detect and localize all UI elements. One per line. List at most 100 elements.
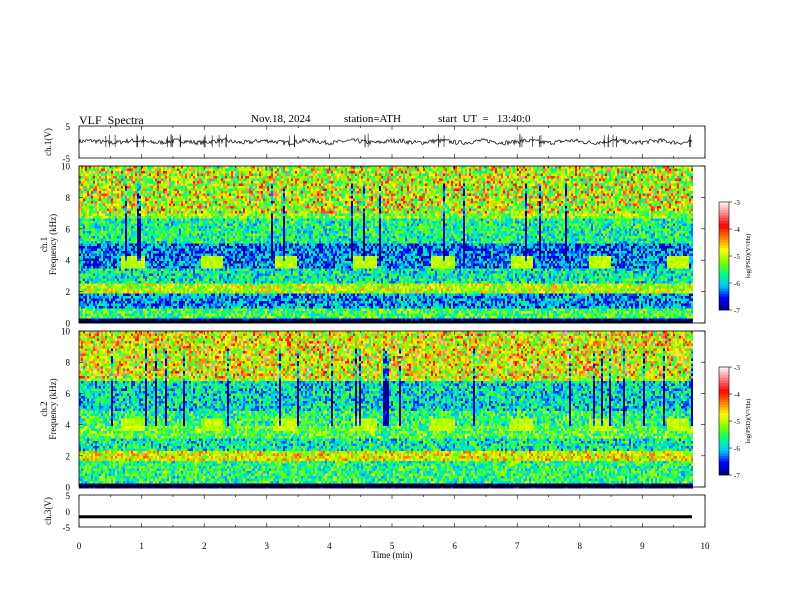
- spectrogram-cell: [131, 229, 133, 232]
- spectrogram-cell: [101, 251, 103, 254]
- spectrogram-cell: [117, 191, 119, 194]
- spectrogram-cell: [171, 256, 173, 259]
- spectrogram-cell: [153, 219, 155, 222]
- spectrogram-cell: [233, 254, 235, 257]
- spectrogram-cell: [179, 204, 181, 207]
- spectrogram-cell: [201, 299, 203, 302]
- spectrogram-cell: [175, 244, 177, 247]
- spectrogram-cell: [133, 309, 135, 312]
- spectrogram-cell: [115, 301, 117, 304]
- spectrogram-cell: [147, 311, 149, 314]
- spectrogram-cell: [131, 314, 133, 317]
- spectrogram-cell: [165, 279, 167, 282]
- spectrogram-cell: [171, 319, 173, 322]
- spectrogram-cell: [145, 286, 147, 289]
- spectrogram-cell: [199, 244, 201, 247]
- spectrogram-cell: [207, 286, 209, 289]
- spectrogram-cell: [121, 196, 123, 199]
- spectrogram-cell: [95, 201, 97, 204]
- spectrogram-cell: [231, 284, 233, 287]
- spectrogram-cell: [115, 174, 117, 177]
- spectrogram-cell: [161, 234, 163, 237]
- spectrogram-cell: [163, 186, 165, 189]
- spectrogram-cell: [193, 319, 195, 322]
- spectrogram-cell: [225, 174, 227, 177]
- spectrogram-cell: [211, 219, 213, 222]
- spectrogram-cell: [157, 204, 159, 207]
- spectrogram-cell: [127, 296, 129, 299]
- spectrogram-cell: [81, 224, 83, 227]
- spectrogram-cell: [191, 181, 193, 184]
- spectrogram-cell: [105, 274, 107, 277]
- spectrogram-cell: [171, 294, 173, 297]
- spectrogram-cell: [95, 294, 97, 297]
- spectrogram-cell: [121, 251, 123, 254]
- spectrogram-cell: [111, 206, 113, 209]
- spectrogram-cell: [101, 239, 103, 242]
- spectrogram-cell: [193, 246, 195, 249]
- spectrogram-cell: [157, 206, 159, 209]
- spectrogram-cell: [103, 216, 105, 219]
- spectrogram-cell: [161, 224, 163, 227]
- spectrogram-cell: [129, 264, 131, 267]
- spectrogram-cell: [155, 279, 157, 282]
- spectrogram-cell: [153, 311, 155, 314]
- spectrogram-cell: [145, 276, 147, 279]
- spectrogram-cell: [191, 196, 193, 199]
- spectrogram-cell: [223, 279, 225, 282]
- spectrogram-cell: [213, 171, 215, 174]
- spectrogram-cell: [89, 214, 91, 217]
- spectrogram-cell: [231, 181, 233, 184]
- spectrogram-cell: [93, 224, 95, 227]
- spectrogram-cell: [211, 291, 213, 294]
- spectrogram-cell: [215, 306, 217, 309]
- spectrogram-cell: [233, 264, 235, 267]
- spectrogram-cell: [221, 181, 223, 184]
- spectrogram-cell: [171, 299, 173, 302]
- spectrogram-cell: [191, 176, 193, 179]
- spectrogram-cell: [203, 234, 205, 237]
- spectrogram-cell: [217, 206, 219, 209]
- spectrogram-cell: [175, 259, 177, 262]
- spectrogram-cell: [125, 311, 127, 314]
- spectrogram-cell: [173, 291, 175, 294]
- spectrogram-cell: [131, 194, 133, 197]
- spectrogram-cell: [207, 304, 209, 307]
- spectrogram-cell: [141, 206, 143, 209]
- spectrogram-cell: [97, 314, 99, 317]
- spectrogram-cell: [105, 239, 107, 242]
- spectrogram-cell: [215, 224, 217, 227]
- spectrogram-cell: [171, 309, 173, 312]
- spectrogram-cell: [189, 316, 191, 319]
- spectrogram-cell: [229, 186, 231, 189]
- spectrogram-cell: [151, 311, 153, 314]
- spectrogram-cell: [189, 249, 191, 252]
- spectrogram-cell: [219, 234, 221, 237]
- spectrogram-cell: [185, 279, 187, 282]
- spectrogram-cell: [113, 269, 115, 272]
- spectrogram-cell: [223, 259, 225, 262]
- spectrogram-cell: [115, 304, 117, 307]
- spectrogram-cell: [173, 176, 175, 179]
- spectrogram-cell: [199, 216, 201, 219]
- spectrogram-cell: [123, 274, 125, 277]
- spectrogram-cell: [217, 304, 219, 307]
- spectrogram-cell: [99, 241, 101, 244]
- spectrogram-cell: [91, 241, 93, 244]
- spectrogram-cell: [173, 306, 175, 309]
- spectrogram-cell: [113, 276, 115, 279]
- spectrogram-cell: [213, 299, 215, 302]
- spectrogram-cell: [161, 311, 163, 314]
- spectrogram-cell: [179, 281, 181, 284]
- spectrogram-cell: [195, 191, 197, 194]
- spectrogram-cell: [153, 319, 155, 322]
- spectrogram-cell: [87, 231, 89, 234]
- spectrogram-cell: [213, 216, 215, 219]
- spectrogram-cell: [233, 199, 235, 202]
- spectrogram-cell: [193, 316, 195, 319]
- spectrogram-cell: [153, 229, 155, 232]
- spectrogram-cell: [189, 299, 191, 302]
- spectrogram-cell: [175, 319, 177, 322]
- spectrogram-cell: [149, 286, 151, 289]
- spectrogram-cell: [187, 209, 189, 212]
